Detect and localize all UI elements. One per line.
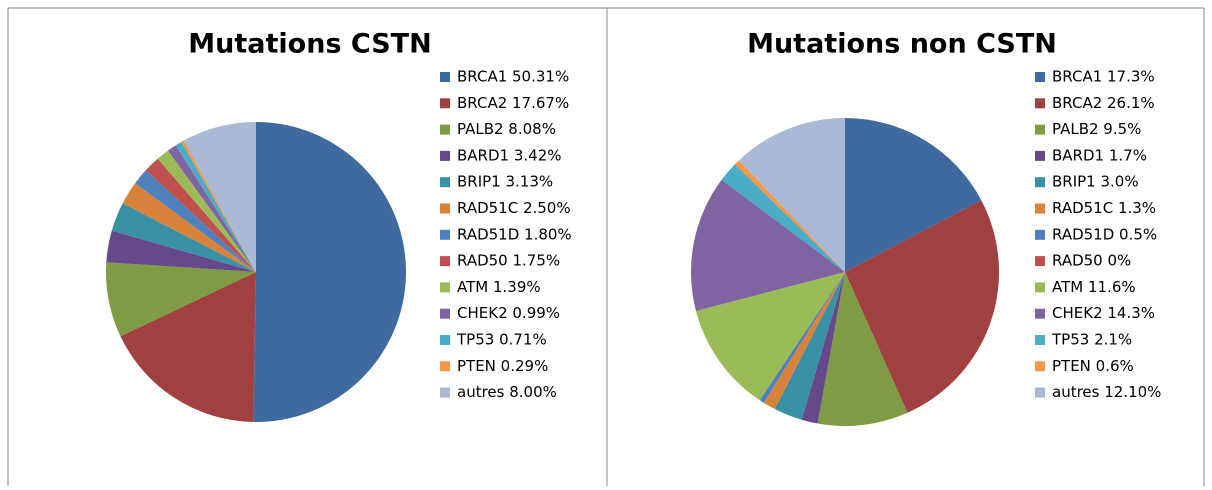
legend-label: BRCA2 26.1%	[1052, 94, 1155, 112]
legend-swatch	[440, 282, 450, 293]
pie-slice	[845, 118, 982, 272]
legend-swatch	[440, 308, 450, 319]
legend-swatch	[1035, 98, 1045, 109]
legend-label: autres 8.00%	[457, 383, 557, 401]
legend-label: ATM 1.39%	[457, 278, 541, 296]
legend-swatch	[1035, 124, 1045, 135]
legend-swatch	[440, 387, 450, 398]
legend-label: RAD51C 2.50%	[457, 199, 571, 217]
legend-swatch	[440, 72, 450, 82]
legend-label: RAD51D 0.5%	[1052, 225, 1157, 243]
pie-slice	[738, 118, 845, 272]
legend-label: BRIP1 3.0%	[1052, 173, 1139, 191]
legend-swatch	[440, 177, 450, 188]
pie-slice	[183, 122, 256, 272]
legend-label: autres 12.10%	[1052, 383, 1161, 401]
legend-label: BRIP1 3.13%	[457, 173, 553, 191]
legend-label: BRCA1 17.3%	[1052, 68, 1155, 86]
legend-swatch	[1035, 229, 1045, 240]
legend-label: BRCA2 17.67%	[457, 94, 569, 112]
legend-swatch	[440, 361, 450, 372]
legend-swatch	[1035, 361, 1045, 372]
legend-label: RAD51C 1.3%	[1052, 199, 1156, 217]
legend-label: PTEN 0.29%	[457, 357, 548, 375]
legend-swatch	[440, 256, 450, 267]
legend-label: BARD1 1.7%	[1052, 146, 1147, 164]
legend-swatch	[1035, 282, 1045, 293]
legend-label: TP53 0.71%	[456, 331, 547, 349]
pie-slice	[763, 272, 845, 410]
pie-slice	[691, 179, 845, 311]
legend-label: RAD50 0%	[1052, 252, 1131, 270]
pie-slice	[774, 272, 845, 420]
legend-swatch	[1035, 72, 1045, 82]
pie-slice	[734, 160, 845, 272]
pie-slice	[157, 150, 256, 272]
pie-slice	[696, 272, 845, 401]
legend-label: RAD51D 1.80%	[457, 225, 572, 243]
pie-slice	[106, 262, 256, 337]
legend-swatch	[440, 98, 450, 109]
legend-label: PTEN 0.6%	[1052, 357, 1134, 375]
pie-slice	[106, 230, 257, 272]
legend-label: ATM 11.6%	[1052, 278, 1136, 296]
legend-swatch	[1035, 256, 1045, 267]
legend-swatch	[1035, 335, 1045, 345]
legend-label: BRCA1 50.31%	[457, 68, 569, 86]
pie-slice	[253, 122, 406, 422]
legend-swatch	[1035, 387, 1045, 398]
pie-slice	[167, 145, 256, 272]
pie-slice	[145, 158, 256, 272]
legend-swatch	[1035, 150, 1045, 161]
legend-swatch	[1035, 308, 1045, 319]
legend-swatch	[440, 203, 450, 214]
pie-slice	[135, 170, 256, 272]
pie-slice	[817, 272, 908, 426]
legend-label: TP53 2.1%	[1051, 331, 1132, 349]
chart-title: Mutations CSTN	[188, 29, 431, 60]
pie-slice	[111, 203, 256, 272]
legend-swatch	[440, 229, 450, 240]
legend-label: PALB2 8.08%	[457, 120, 556, 138]
pie-slice	[175, 141, 256, 272]
legend-swatch	[1035, 177, 1045, 188]
legend-label: CHEK2 14.3%	[1052, 304, 1155, 322]
legend-label: CHEK2 0.99%	[457, 304, 560, 322]
legend-swatch	[440, 124, 450, 135]
pie-slice	[181, 140, 256, 272]
legend-label: RAD50 1.75%	[457, 252, 560, 270]
pie-slice	[120, 272, 256, 422]
chart-title: Mutations non CSTN	[747, 29, 1057, 60]
pie-slice	[122, 183, 256, 272]
legend-label: PALB2 9.5%	[1052, 120, 1141, 138]
pie-slice	[721, 164, 845, 272]
legend-swatch	[440, 335, 450, 345]
legend-swatch	[440, 150, 450, 161]
legend-swatch	[1035, 203, 1045, 214]
pie-slice	[801, 272, 845, 424]
legend-label: BARD1 3.42%	[457, 146, 562, 164]
pie-slice	[845, 200, 999, 413]
pie-slice	[759, 272, 845, 403]
